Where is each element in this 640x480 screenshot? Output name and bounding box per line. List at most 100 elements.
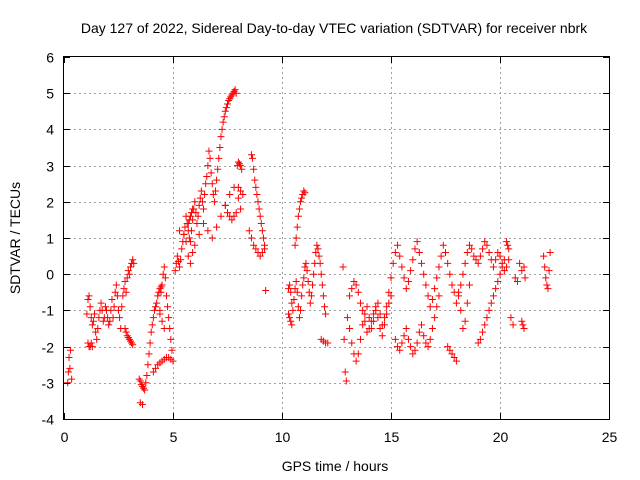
y-axis-label: SDTVAR / TECUs: [7, 182, 23, 294]
data-point-marker: [221, 107, 229, 115]
data-point-marker: [64, 368, 72, 376]
data-point-marker: [546, 248, 554, 256]
data-point-marker: [109, 314, 117, 322]
data-point-marker: [157, 288, 165, 296]
data-point-marker: [140, 384, 148, 392]
data-point-marker: [87, 314, 95, 322]
series-arc-18: [285, 310, 296, 329]
data-point-marker: [474, 259, 482, 267]
data-point-marker: [363, 328, 371, 336]
data-point-marker: [389, 259, 397, 267]
data-point-marker: [97, 299, 105, 307]
data-point-marker: [293, 288, 301, 296]
data-point-marker: [452, 357, 460, 365]
data-point-marker: [301, 263, 309, 271]
data-point-marker: [182, 238, 190, 246]
data-point-marker: [498, 263, 506, 271]
data-point-marker: [159, 270, 167, 278]
data-point-marker: [385, 288, 393, 296]
data-point-marker: [200, 205, 208, 213]
data-point-marker: [204, 162, 212, 170]
data-point-marker: [472, 256, 480, 264]
series-arc-10: [221, 183, 247, 224]
data-point-marker: [222, 104, 230, 112]
data-point-marker: [487, 299, 495, 307]
data-point-marker: [87, 339, 95, 347]
data-point-marker: [361, 310, 369, 318]
data-point-marker: [354, 350, 362, 358]
data-point-marker: [216, 144, 224, 151]
data-point-marker: [160, 263, 168, 271]
chart-title: Day 127 of 2022, Sidereal Day-to-day VTE…: [81, 20, 588, 36]
data-point-marker: [492, 285, 500, 293]
data-point-marker: [288, 299, 296, 307]
x-tick-label: 15: [384, 429, 400, 445]
data-point-marker: [370, 310, 378, 318]
data-point-marker: [418, 259, 426, 267]
data-point-marker: [543, 281, 551, 289]
data-point-marker: [137, 381, 145, 389]
data-point-marker: [400, 332, 408, 340]
data-point-marker: [376, 325, 384, 332]
data-point-marker: [210, 198, 218, 206]
data-point-marker: [313, 241, 321, 249]
data-point-marker: [215, 154, 223, 162]
data-point-marker: [444, 343, 452, 351]
data-point-marker: [354, 288, 362, 296]
data-point-marker: [101, 303, 109, 311]
data-point-marker: [128, 339, 136, 347]
data-point-marker: [68, 375, 76, 383]
data-point-marker: [158, 317, 166, 325]
data-point-marker: [115, 306, 122, 314]
data-point-marker: [152, 364, 160, 372]
data-point-marker: [237, 187, 245, 195]
data-point-marker: [288, 321, 296, 329]
data-point-marker: [299, 281, 307, 289]
data-point-marker: [518, 317, 526, 325]
data-point-marker: [476, 335, 484, 343]
data-point-marker: [424, 343, 432, 351]
data-point-marker: [245, 227, 253, 235]
data-point-marker: [194, 212, 202, 220]
data-point-marker: [252, 183, 260, 191]
data-point-marker: [144, 361, 152, 369]
data-point-marker: [489, 292, 497, 300]
data-point-marker: [442, 248, 449, 256]
data-point-marker: [318, 281, 326, 289]
data-point-marker: [342, 377, 350, 385]
data-point-marker: [185, 234, 193, 242]
data-point-marker: [249, 154, 257, 162]
data-point-marker: [83, 310, 91, 318]
data-point-marker: [309, 281, 317, 289]
data-point-marker: [374, 314, 382, 322]
data-point-marker: [314, 245, 322, 253]
data-point-marker: [235, 160, 243, 168]
data-point-marker: [154, 292, 162, 300]
data-point-marker: [204, 227, 212, 235]
data-point-marker: [398, 263, 406, 271]
data-point-marker: [519, 321, 527, 329]
data-point-marker: [465, 281, 473, 289]
data-point-marker: [465, 241, 473, 249]
series-arc-25: [455, 281, 473, 332]
data-point-marker: [287, 288, 295, 296]
data-point-marker: [446, 270, 454, 278]
data-point-marker: [433, 274, 441, 282]
data-point-marker: [65, 353, 73, 361]
data-point-marker: [106, 317, 114, 325]
data-point-marker: [221, 201, 229, 209]
data-point-marker: [188, 209, 196, 217]
series-arc-06: [156, 263, 176, 354]
data-point-marker: [230, 212, 238, 220]
data-point-marker: [415, 248, 423, 256]
data-point-marker: [359, 321, 367, 329]
data-point-marker: [380, 314, 388, 322]
data-point-marker: [294, 212, 302, 220]
data-point-marker: [94, 325, 102, 332]
data-point-marker: [238, 165, 246, 173]
data-point-marker: [85, 292, 93, 300]
series-arc-04: [135, 283, 165, 394]
data-point-marker: [435, 263, 443, 271]
data-point-marker: [125, 270, 133, 278]
series-arc-22: [346, 277, 395, 340]
